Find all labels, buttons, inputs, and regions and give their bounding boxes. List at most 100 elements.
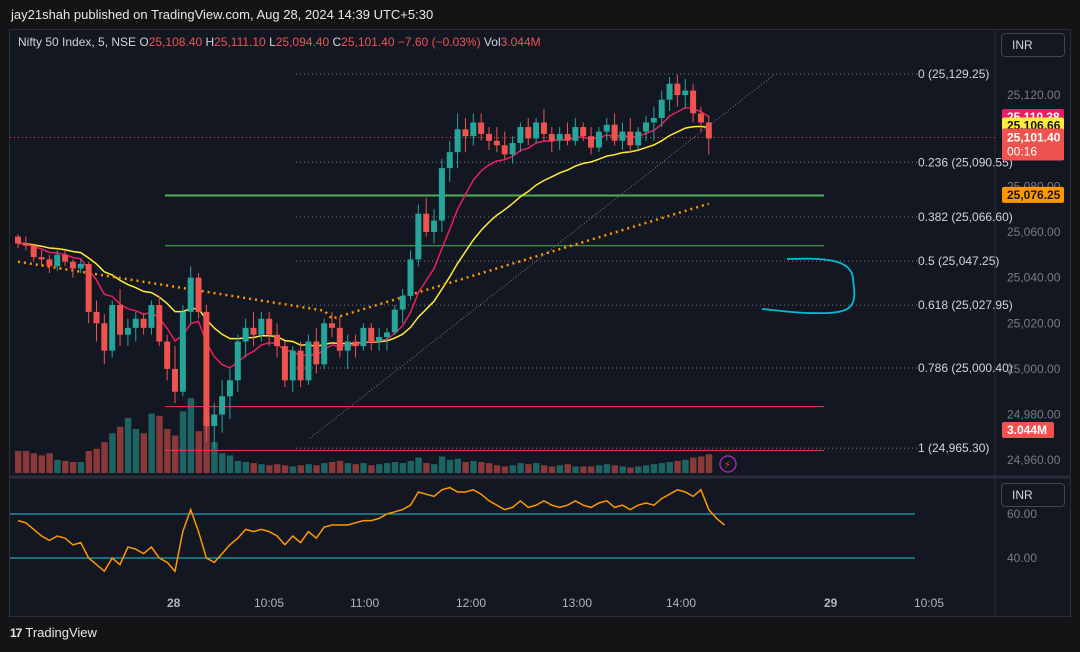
volume-bar bbox=[509, 465, 516, 473]
candle-body bbox=[493, 140, 500, 146]
candle-body bbox=[203, 311, 210, 426]
fib-level-label: 0.618 (25,027.95) bbox=[918, 298, 1013, 312]
legend-c-label: C bbox=[329, 35, 341, 49]
volume-bar bbox=[603, 464, 611, 473]
volume-bar bbox=[368, 465, 375, 473]
candle-body bbox=[211, 414, 218, 426]
time-axis-tick: 10:05 bbox=[254, 596, 284, 610]
volume-bar bbox=[38, 455, 45, 473]
candle-body bbox=[164, 341, 171, 369]
candle-body bbox=[517, 127, 524, 144]
candle-body bbox=[697, 113, 704, 123]
candle-body bbox=[124, 327, 131, 335]
candle-body bbox=[360, 327, 367, 347]
volume-bar bbox=[533, 463, 540, 473]
price-axis-tick: 25,020.00 bbox=[1007, 316, 1061, 330]
volume-bar bbox=[431, 464, 438, 473]
time-axis-tick: 29 bbox=[824, 596, 838, 610]
volume-bar bbox=[666, 462, 673, 473]
legend-l-label: L bbox=[266, 35, 276, 49]
candle-body bbox=[148, 305, 155, 328]
currency-button[interactable]: INR bbox=[1001, 33, 1065, 57]
fib-level-label: 0.236 (25,090.55) bbox=[918, 155, 1013, 169]
volume-bar bbox=[462, 462, 469, 473]
candle-body bbox=[54, 254, 61, 267]
chart-canvas[interactable]: 0 (25,129.25) 0.236 (25,090.55) 0.382 (25,… bbox=[10, 30, 1070, 616]
vwap-price-tag: 25,076.25 bbox=[1007, 188, 1061, 202]
rsi-currency-button[interactable]: INR bbox=[1001, 483, 1065, 507]
volume-bar bbox=[486, 463, 493, 473]
volume-bar bbox=[274, 464, 281, 473]
candle-body bbox=[431, 220, 438, 233]
candle-body bbox=[62, 254, 69, 262]
volume-bar bbox=[117, 426, 124, 473]
legend-h-label: H bbox=[202, 35, 214, 49]
volume-bar bbox=[226, 455, 234, 473]
candle-body bbox=[376, 336, 383, 342]
candle-body bbox=[399, 295, 406, 310]
volume-bar bbox=[423, 463, 430, 473]
candle-body bbox=[635, 131, 642, 146]
candle-body bbox=[93, 311, 100, 324]
rsi-axis-tick: 40.00 bbox=[1007, 551, 1037, 565]
candle-body bbox=[556, 133, 563, 141]
candle-body bbox=[391, 309, 398, 333]
candle-body bbox=[156, 305, 163, 342]
tradingview-footer[interactable]: 17 TradingView bbox=[10, 625, 97, 640]
candle-body bbox=[187, 277, 194, 312]
candle-body bbox=[305, 341, 312, 381]
volume-bar bbox=[211, 442, 218, 473]
fib-level-label: 0.5 (25,047.25) bbox=[918, 254, 999, 268]
chart-frame[interactable]: 0 (25,129.25) 0.236 (25,090.55) 0.382 (25,… bbox=[9, 29, 1071, 617]
candle-body bbox=[250, 327, 257, 335]
volume-bar bbox=[611, 465, 618, 473]
volume-bar bbox=[250, 463, 257, 473]
volume-bar bbox=[572, 466, 579, 473]
candle-body bbox=[266, 318, 273, 335]
candle-body bbox=[46, 259, 53, 267]
legend-symbol: Nifty 50 Index, 5, NSE bbox=[18, 35, 136, 49]
volume-bar bbox=[697, 456, 705, 473]
candle-body bbox=[289, 350, 296, 381]
candle-body bbox=[38, 257, 45, 260]
volume-bar bbox=[219, 453, 226, 473]
candle-body bbox=[15, 236, 21, 244]
candle-body bbox=[258, 318, 265, 335]
volume-bar bbox=[148, 413, 155, 473]
candle-body bbox=[533, 122, 540, 139]
candle-body bbox=[281, 346, 288, 381]
candle-body bbox=[179, 311, 186, 392]
volume-bar bbox=[470, 460, 477, 473]
volume-bar bbox=[313, 465, 320, 473]
legend-o-value: 25,108.40 bbox=[149, 35, 203, 49]
candle-body bbox=[234, 341, 241, 381]
volume-bar bbox=[556, 465, 564, 473]
volume-bar bbox=[540, 465, 548, 473]
legend-l-value: 25,094.40 bbox=[276, 35, 330, 49]
volume-bar bbox=[383, 463, 391, 473]
volume-bar bbox=[109, 433, 116, 473]
candle-body bbox=[658, 99, 665, 118]
publisher-text: jay21shah published on TradingView.com, … bbox=[11, 7, 434, 22]
candle-body bbox=[540, 122, 547, 134]
alert-icon[interactable] bbox=[719, 455, 737, 473]
candle-body bbox=[423, 213, 430, 233]
candle-body bbox=[548, 133, 555, 141]
candle-body bbox=[69, 261, 76, 269]
volume-bar bbox=[46, 453, 53, 473]
rsi-line bbox=[17, 486, 725, 573]
volume-bar bbox=[15, 451, 22, 473]
candle-body bbox=[101, 323, 108, 351]
candle-body bbox=[368, 327, 375, 342]
candle-body bbox=[580, 127, 587, 137]
candle-body bbox=[595, 131, 602, 148]
volume-bar bbox=[376, 464, 383, 473]
last-price-tag: 25,101.40 bbox=[1007, 131, 1061, 145]
fib-level-label: 0 (25,129.25) bbox=[918, 67, 989, 81]
candle-body bbox=[478, 122, 485, 134]
volume-bar bbox=[69, 462, 77, 473]
volume-bar bbox=[360, 463, 367, 473]
candle-body bbox=[509, 143, 516, 155]
volume-bar bbox=[321, 463, 328, 473]
candle-body bbox=[572, 127, 579, 141]
